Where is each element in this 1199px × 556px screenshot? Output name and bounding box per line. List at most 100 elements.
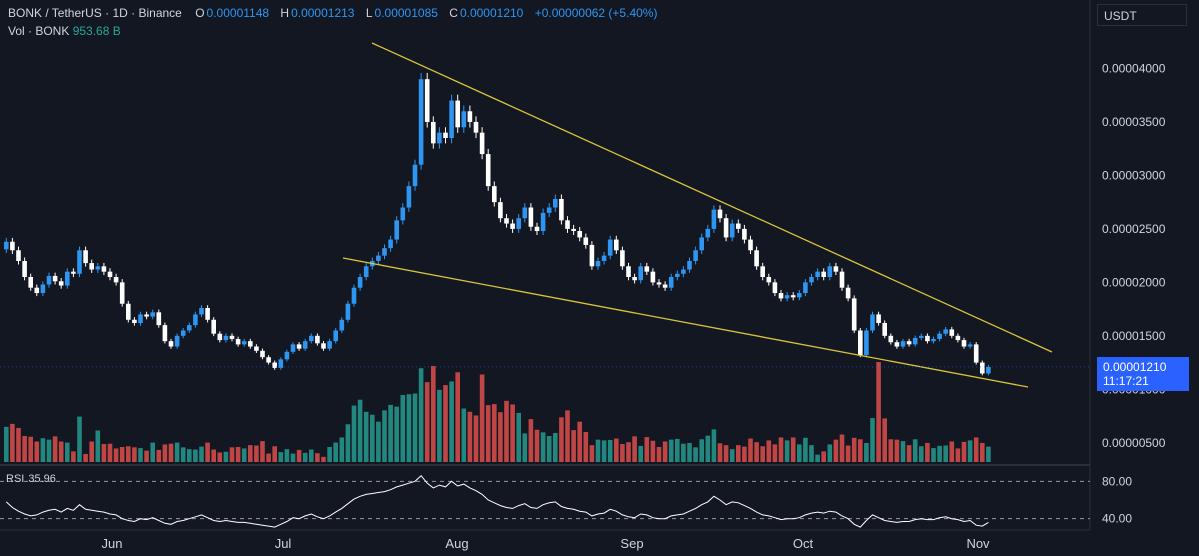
volume-bar [418,368,424,462]
candle [345,303,351,320]
candle [95,266,101,270]
symbol-title[interactable]: BONK / TetherUS · 1D · Binance [8,6,182,20]
volume-bar [52,436,58,462]
x-tick-label: Sep [620,536,643,551]
volume-bar [132,447,137,462]
candle [626,266,631,278]
candle [235,339,241,345]
candle [376,255,381,261]
volume-bar [577,421,582,462]
candle [723,218,729,238]
candle [217,333,223,341]
candle [553,198,558,208]
candle [711,209,717,229]
volume-bar [321,456,326,462]
candle [687,260,692,270]
candle [632,277,637,281]
y-tick-label: 0.00000500 [1102,436,1166,450]
volume-bar [235,446,241,462]
candle [278,359,284,368]
volume-bar [534,429,540,462]
volume-bar [187,449,192,462]
candle [803,282,808,294]
candle [187,325,192,331]
volume-bar [888,439,894,462]
close-label: C [449,6,458,20]
wedge-lower-trendline[interactable] [342,257,1029,388]
candle [986,366,991,374]
candle [406,186,412,208]
volume-bar [925,442,930,462]
candle [485,154,491,187]
wedge-upper-trendline[interactable] [371,42,1053,353]
volume-bar [522,433,528,462]
volume-bar [126,446,131,462]
volume-bar [687,442,692,462]
volume-bar [851,437,857,462]
volume-bar [229,447,235,462]
candle [52,275,58,282]
rsi-legend[interactable]: RSI 35.96 [6,473,56,485]
open-label: O [195,6,205,20]
candle [540,212,546,232]
volume-bar [662,441,668,462]
volume-bar [668,439,674,462]
volume-bar [22,435,27,462]
candle [516,218,521,229]
volume-bar [119,446,125,462]
currency-button[interactable]: USDT [1097,4,1187,26]
volume-bar [370,414,375,462]
candle [382,248,387,256]
candle [565,220,570,229]
volume-bar [736,445,741,462]
x-tick-label: Nov [966,536,990,551]
candle [534,226,540,232]
candle [675,273,680,278]
volume-label[interactable]: Vol · BONK [8,24,70,38]
volume-bar [309,449,314,462]
candle [16,250,21,261]
volume-bar [290,453,296,462]
rsi-line [5,474,989,528]
candle [248,341,253,347]
bar-countdown: 11:17:21 [1103,374,1149,388]
volume-bar [748,438,753,462]
volume-bar [424,382,430,462]
candle [589,244,595,267]
volume-bar [58,441,64,462]
candle [864,330,869,356]
volume-bar [376,421,381,462]
candle [199,308,204,315]
volume-bar [388,404,393,462]
candle [546,207,552,213]
volume-bar [412,393,418,462]
candle [315,335,320,344]
candle [748,239,753,251]
y-tick-label: 0.00003000 [1102,168,1166,182]
volume-bar [382,410,387,462]
candle [571,228,576,232]
volume-bar [351,405,357,462]
high-label: H [280,6,290,20]
candle [754,250,759,267]
volume-bar [241,448,247,462]
volume-bar [906,445,912,462]
volume-bar [394,406,399,462]
volume-bar [754,442,759,462]
candle [46,275,52,285]
candle [40,284,46,294]
volume-bar [797,444,802,462]
candle [22,260,27,278]
open-value: 0.00001148 [206,6,270,20]
volume-bar [278,452,284,462]
candle [949,329,955,336]
volume-bar [827,444,833,462]
candle [150,312,155,317]
rsi-value: 35.96 [28,473,56,485]
volume-bar [461,408,467,462]
volume-bar [644,437,650,462]
volume-bar [821,451,826,462]
candle [662,284,668,288]
volume-bar [784,440,790,462]
